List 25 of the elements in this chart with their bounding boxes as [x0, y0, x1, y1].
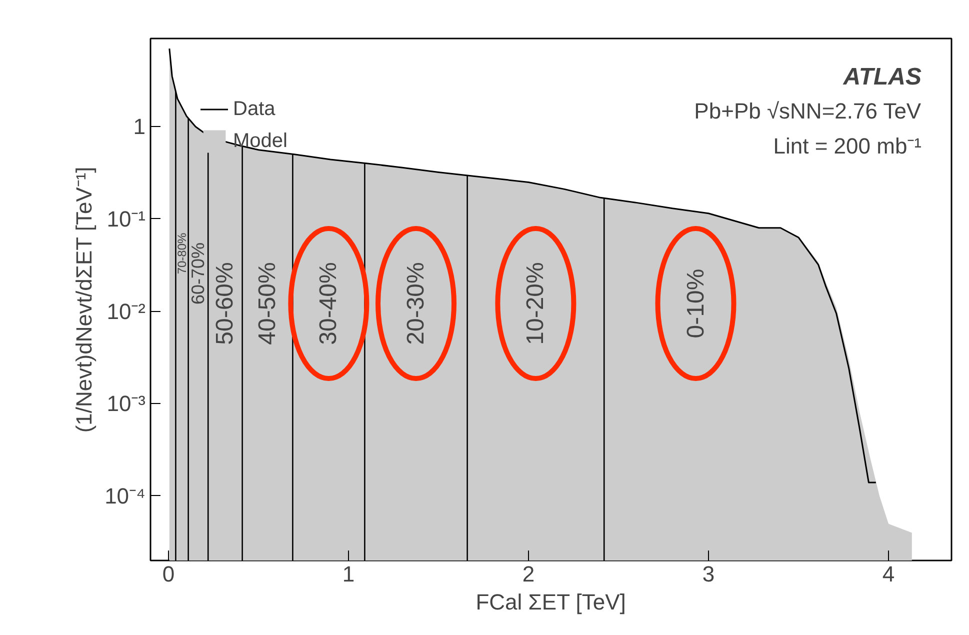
series-label: Model: [233, 130, 288, 152]
y-axis-title: (1/Nevt)dNevt/dΣET [TeV⁻¹]: [72, 166, 97, 433]
x-tick-label: 3: [702, 562, 715, 586]
annotation: Lint = 200 mb⁻¹: [773, 134, 922, 158]
annotation: 0-10%: [682, 268, 710, 338]
x-tick-label: 1: [342, 562, 355, 586]
annotation: Pb+Pb √sNN=2.76 TeV: [694, 98, 922, 124]
x-tick-label: 0: [162, 562, 175, 586]
annotation: 70-80%: [175, 232, 189, 274]
annotation: 40-50%: [254, 262, 281, 345]
annotation: ATLAS: [842, 64, 922, 90]
annotation: 20-30%: [402, 262, 430, 345]
x-tick-label: 2: [522, 562, 535, 586]
annotation: 30-40%: [315, 262, 342, 345]
x-axis-title: FCal ΣET [TeV]: [476, 590, 626, 614]
y-tick-label: 10⁻⁴: [104, 483, 146, 508]
y-tick-label: 10⁻²: [106, 298, 146, 324]
annotation: 10-20%: [522, 262, 550, 345]
y-tick-label: 10⁻¹: [106, 206, 146, 232]
legend-label: Data: [233, 98, 276, 120]
annotation: 50-60%: [212, 262, 239, 345]
y-tick-label: 10⁻³: [106, 391, 146, 416]
annotation: 60-70%: [188, 242, 208, 305]
x-tick-label: 4: [882, 562, 895, 586]
y-tick-label: 1: [133, 114, 146, 140]
